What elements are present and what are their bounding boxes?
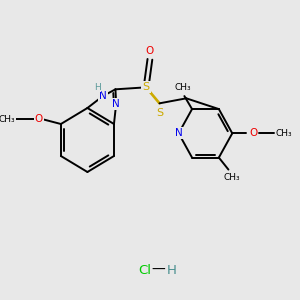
Text: CH₃: CH₃ bbox=[174, 82, 191, 91]
Text: H: H bbox=[167, 263, 177, 277]
Text: CH₃: CH₃ bbox=[0, 115, 16, 124]
Text: H: H bbox=[94, 82, 101, 91]
Text: O: O bbox=[146, 46, 154, 56]
Text: N: N bbox=[175, 128, 182, 138]
Text: S: S bbox=[142, 82, 150, 92]
Text: N: N bbox=[99, 91, 107, 101]
Text: CH₃: CH₃ bbox=[224, 173, 241, 182]
Text: N: N bbox=[112, 99, 120, 109]
Text: O: O bbox=[35, 114, 43, 124]
Text: CH₃: CH₃ bbox=[276, 129, 292, 138]
Text: Cl: Cl bbox=[138, 263, 152, 277]
Text: O: O bbox=[249, 128, 257, 138]
Text: S: S bbox=[156, 108, 163, 118]
Text: —: — bbox=[152, 263, 165, 277]
